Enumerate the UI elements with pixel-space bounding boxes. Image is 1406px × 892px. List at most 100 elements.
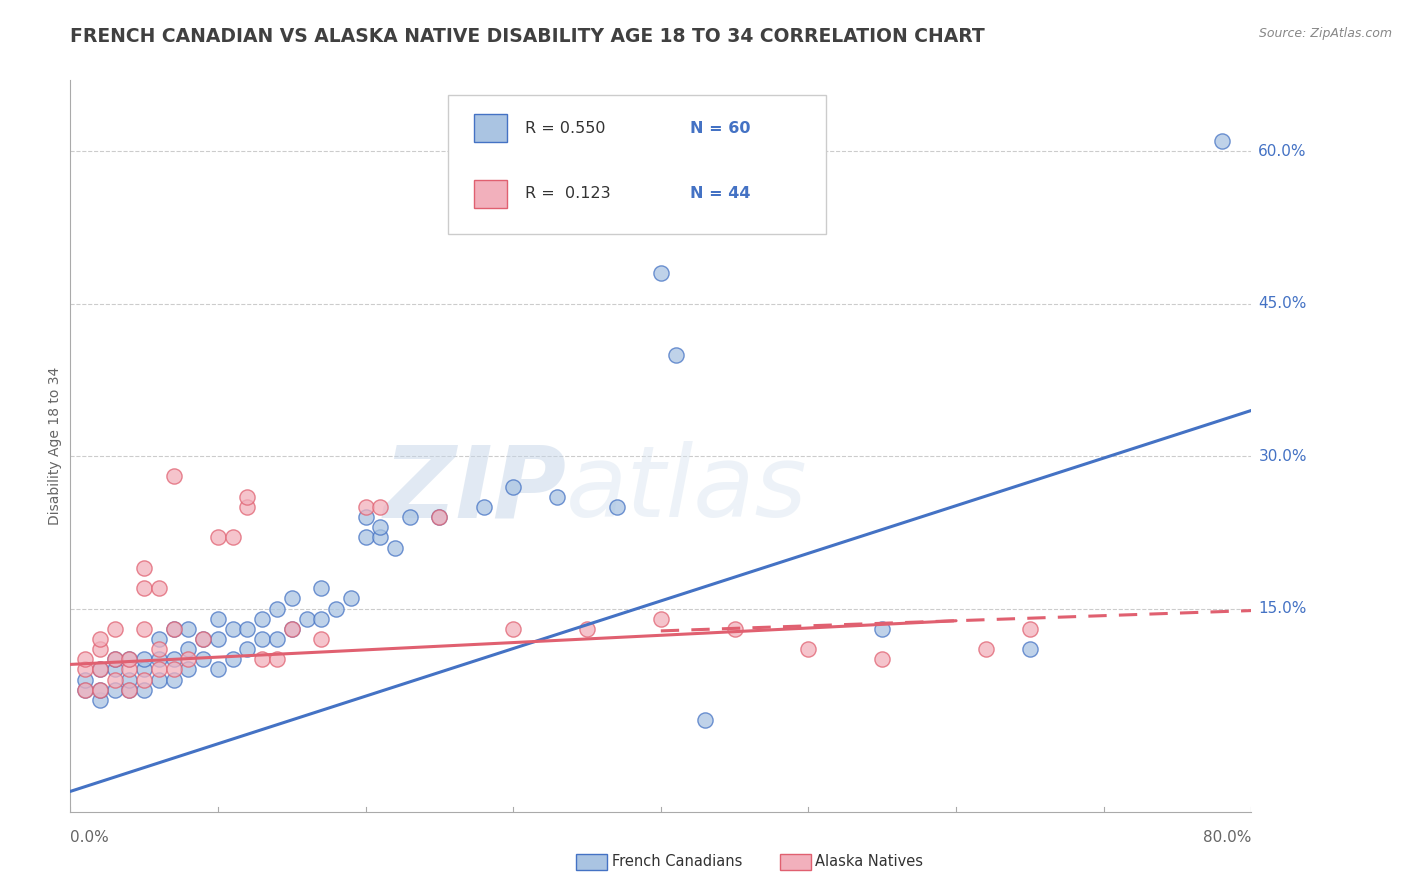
Point xyxy=(281,622,304,636)
FancyBboxPatch shape xyxy=(474,114,508,143)
Point xyxy=(222,622,245,636)
Point xyxy=(368,530,391,544)
Text: R =  0.123: R = 0.123 xyxy=(524,186,610,202)
FancyBboxPatch shape xyxy=(449,95,827,234)
Point xyxy=(650,612,672,626)
Text: 30.0%: 30.0% xyxy=(1258,449,1306,464)
Point xyxy=(605,500,627,514)
Point xyxy=(309,632,333,646)
Point xyxy=(207,663,229,677)
Point xyxy=(1018,642,1040,657)
Point xyxy=(340,591,363,606)
Point xyxy=(89,632,111,646)
Point xyxy=(89,682,111,697)
Point xyxy=(354,510,377,524)
Point xyxy=(974,642,997,657)
Point xyxy=(222,652,245,666)
Text: N = 60: N = 60 xyxy=(690,120,751,136)
Point xyxy=(148,642,170,657)
Point xyxy=(502,480,524,494)
Point xyxy=(132,561,156,575)
Point xyxy=(177,652,200,666)
Point xyxy=(650,266,672,280)
Point xyxy=(118,673,141,687)
Point xyxy=(384,541,406,555)
Point xyxy=(132,581,156,595)
Point xyxy=(118,652,141,666)
Point xyxy=(281,591,304,606)
Point xyxy=(148,673,170,687)
Point xyxy=(325,601,347,615)
Text: Alaska Natives: Alaska Natives xyxy=(815,855,924,869)
Point xyxy=(368,500,391,514)
Text: Source: ZipAtlas.com: Source: ZipAtlas.com xyxy=(1258,27,1392,40)
Point xyxy=(89,642,111,657)
Text: FRENCH CANADIAN VS ALASKA NATIVE DISABILITY AGE 18 TO 34 CORRELATION CHART: FRENCH CANADIAN VS ALASKA NATIVE DISABIL… xyxy=(70,27,986,45)
Point xyxy=(266,601,288,615)
Point xyxy=(163,673,186,687)
Point xyxy=(236,622,259,636)
Point xyxy=(207,612,229,626)
Point xyxy=(427,510,450,524)
Text: ZIP: ZIP xyxy=(384,442,567,539)
Text: atlas: atlas xyxy=(567,442,808,539)
Point xyxy=(104,652,127,666)
Point xyxy=(75,682,96,697)
Point xyxy=(354,500,377,514)
Text: French Canadians: French Canadians xyxy=(612,855,742,869)
Point xyxy=(1211,134,1233,148)
Point xyxy=(89,682,111,697)
Point xyxy=(89,663,111,677)
Point xyxy=(427,510,450,524)
Point xyxy=(502,622,524,636)
Text: 45.0%: 45.0% xyxy=(1258,296,1306,311)
Point xyxy=(309,581,333,595)
Point xyxy=(399,510,422,524)
Y-axis label: Disability Age 18 to 34: Disability Age 18 to 34 xyxy=(48,367,62,525)
Text: N = 44: N = 44 xyxy=(690,186,751,202)
Point xyxy=(89,663,111,677)
Point xyxy=(236,642,259,657)
Point xyxy=(281,622,304,636)
Point xyxy=(177,642,200,657)
Point xyxy=(177,663,200,677)
Point xyxy=(872,622,894,636)
Point xyxy=(163,663,186,677)
Point xyxy=(250,652,273,666)
Text: R = 0.550: R = 0.550 xyxy=(524,120,606,136)
Point xyxy=(222,530,245,544)
Point xyxy=(1018,622,1040,636)
Point xyxy=(266,652,288,666)
Point xyxy=(132,622,156,636)
Point xyxy=(872,652,894,666)
Point xyxy=(354,530,377,544)
Point xyxy=(75,663,96,677)
Point xyxy=(118,682,141,697)
Point xyxy=(191,632,214,646)
Point xyxy=(118,682,141,697)
Point xyxy=(104,663,127,677)
Point xyxy=(89,693,111,707)
Point xyxy=(207,632,229,646)
Point xyxy=(104,652,127,666)
Point xyxy=(693,714,716,728)
Point xyxy=(104,622,127,636)
Point xyxy=(132,652,156,666)
Point xyxy=(148,663,170,677)
Point xyxy=(163,622,186,636)
Point xyxy=(723,622,745,636)
Point xyxy=(118,652,141,666)
Point xyxy=(575,622,598,636)
Point xyxy=(132,682,156,697)
Point xyxy=(177,622,200,636)
Point xyxy=(547,490,569,504)
Point xyxy=(368,520,391,534)
Point xyxy=(266,632,288,646)
Point xyxy=(207,530,229,544)
Point xyxy=(295,612,318,626)
Text: 15.0%: 15.0% xyxy=(1258,601,1306,616)
Point xyxy=(250,612,273,626)
Point xyxy=(191,652,214,666)
Point xyxy=(75,682,96,697)
Point xyxy=(132,673,156,687)
